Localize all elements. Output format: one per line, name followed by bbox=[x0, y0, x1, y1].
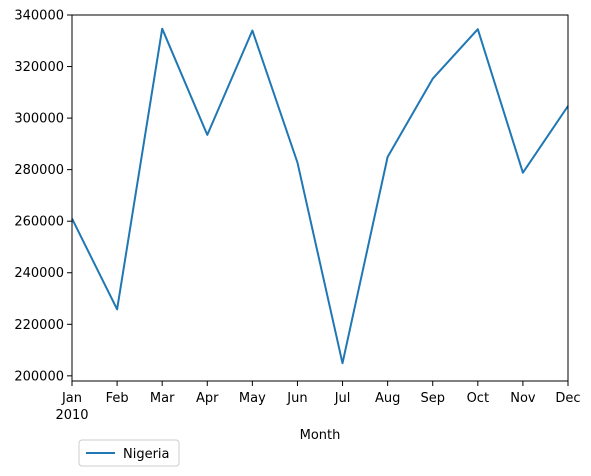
x-tick-label: Nov bbox=[510, 391, 536, 406]
x-tick-label: Feb bbox=[106, 391, 129, 406]
x-tick-label: Oct bbox=[467, 391, 489, 406]
x-tick-label: Mar bbox=[150, 391, 175, 406]
y-tick-label: 200000 bbox=[14, 369, 64, 384]
legend-label: Nigeria bbox=[123, 447, 170, 462]
y-tick-label: 340000 bbox=[14, 9, 64, 24]
x-tick-label: Dec bbox=[555, 391, 580, 406]
y-tick-label: 300000 bbox=[14, 112, 64, 127]
y-tick-label: 260000 bbox=[14, 215, 64, 230]
y-tick-label: 320000 bbox=[14, 60, 64, 75]
series-line bbox=[71, 27, 569, 365]
plot-frame bbox=[71, 14, 569, 382]
y-tick-label: 240000 bbox=[14, 266, 64, 281]
x-tick-label: May bbox=[239, 391, 266, 406]
x-tick-year-label: 2010 bbox=[55, 408, 88, 423]
legend-box bbox=[78, 439, 180, 467]
series-layer bbox=[71, 27, 569, 365]
x-tick-label: Sep bbox=[420, 391, 445, 406]
x-tick-label: Aug bbox=[375, 391, 400, 406]
x-tick-label: Jul bbox=[334, 391, 351, 406]
y-tick-label: 280000 bbox=[14, 163, 64, 178]
x-tick-label: Apr bbox=[196, 391, 219, 406]
x-tick-label: Jun bbox=[286, 391, 307, 406]
legend: Nigeria bbox=[78, 439, 180, 467]
x-axis: Jan Feb Mar Apr May Jun Jul Aug Sep Oct Nov Dec 2010 bbox=[55, 381, 581, 423]
y-axis: 200000 220000 240000 260000 280000 300000 3200… bbox=[14, 9, 72, 384]
y-tick-label: 220000 bbox=[14, 318, 64, 333]
x-tick-label: Jan bbox=[61, 391, 82, 406]
x-axis-label: Month bbox=[300, 428, 341, 443]
